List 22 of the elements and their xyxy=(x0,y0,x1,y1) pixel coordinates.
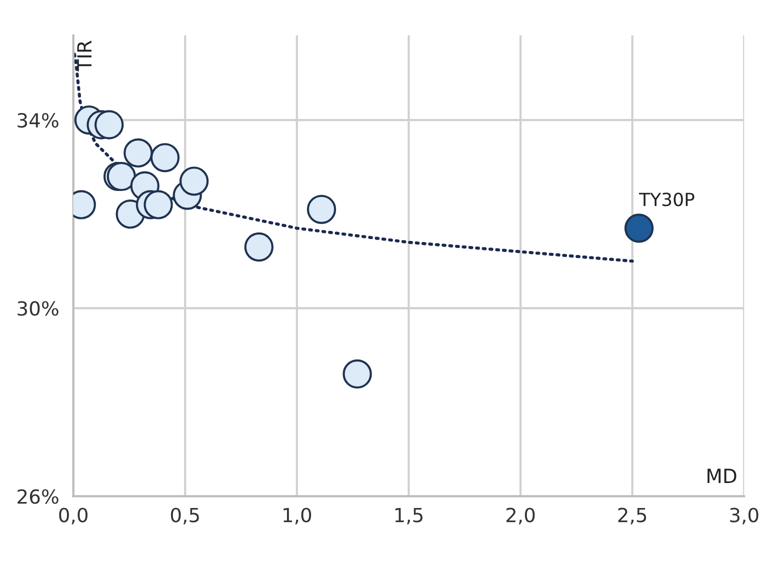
x-tick-label: 1,5 xyxy=(395,508,422,524)
point xyxy=(624,214,654,243)
y-tick-label: 30% xyxy=(18,301,58,316)
point xyxy=(179,166,209,196)
y-axis-title: TIR xyxy=(77,40,92,72)
point xyxy=(244,232,274,262)
point xyxy=(94,110,124,140)
point xyxy=(144,190,173,220)
point xyxy=(306,194,336,224)
point xyxy=(150,143,180,172)
x-tick-label: 2,0 xyxy=(506,508,535,524)
x-tick-label: 2,5 xyxy=(618,508,646,524)
x-axis-title: MD xyxy=(708,468,736,483)
x-tick-label: 0,5 xyxy=(170,508,199,524)
y-tick-label: 26% xyxy=(18,489,58,504)
annotation: TY30P xyxy=(638,192,694,206)
x-tick-label: 0,0 xyxy=(59,508,88,524)
point xyxy=(124,138,153,168)
x-tick-label: 3,0 xyxy=(730,508,758,524)
point xyxy=(342,359,372,389)
y-tick-label: 34% xyxy=(18,113,58,128)
x-tick-label: 1,0 xyxy=(284,508,312,524)
